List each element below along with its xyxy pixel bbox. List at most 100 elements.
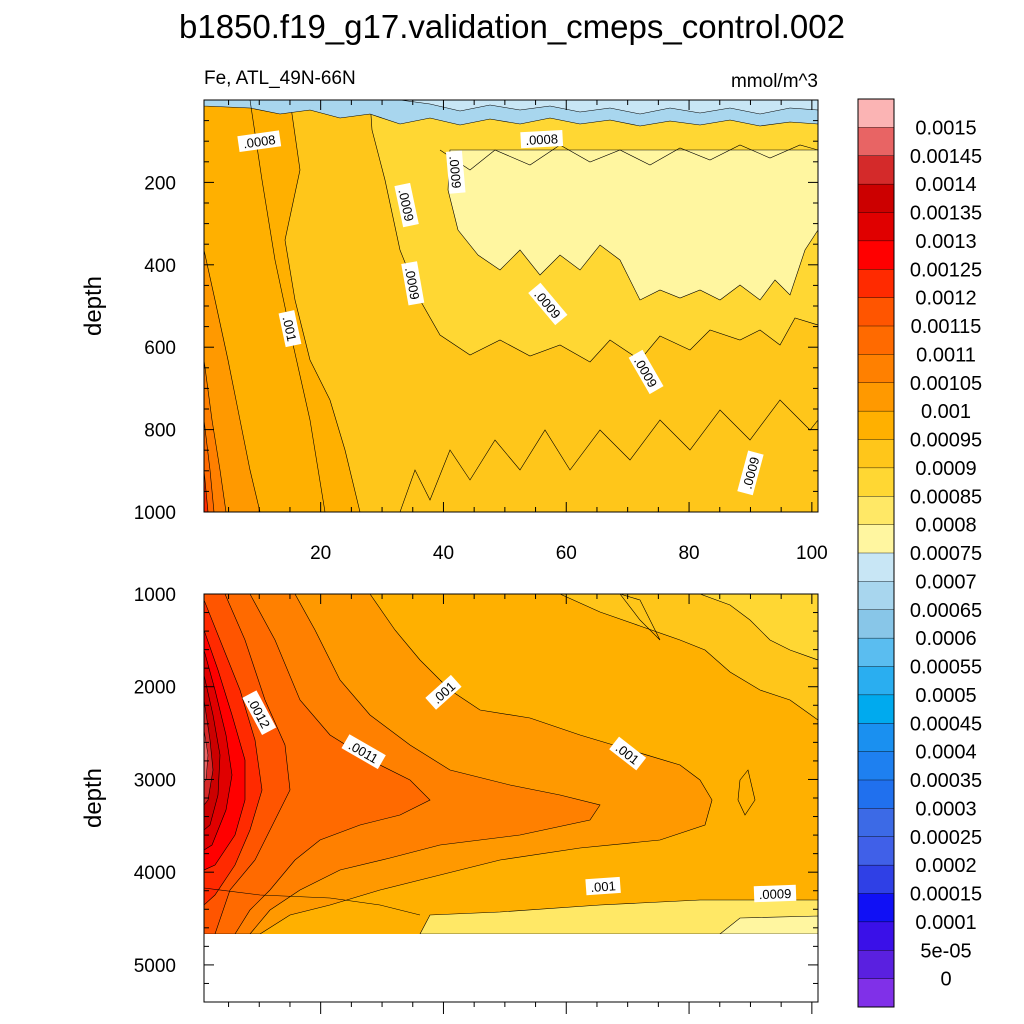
contour-label: .001 bbox=[585, 876, 621, 896]
colorbar-label: 0.00095 bbox=[910, 430, 982, 452]
upper-band-0.00095 bbox=[204, 100, 361, 512]
contour-label-box bbox=[394, 182, 419, 228]
colorbar-label: 0.00115 bbox=[911, 316, 982, 338]
contour-label-text: .0009 bbox=[402, 266, 422, 301]
contour-label-box bbox=[753, 884, 797, 903]
colorbar-label: 0.0007 bbox=[915, 571, 976, 593]
colorbar-label: 0.0004 bbox=[915, 742, 976, 764]
colorbar-label: 0.00125 bbox=[910, 259, 982, 281]
colorbar-swatch bbox=[857, 240, 895, 270]
colorbar-label: 0.0014 bbox=[915, 174, 976, 196]
upper-contour-line bbox=[249, 100, 326, 512]
colorbar-label: 0.00105 bbox=[910, 373, 982, 395]
variable-label: Fe, ATL_49N-66N bbox=[204, 68, 356, 89]
contour-label-text: .0009 bbox=[759, 886, 792, 902]
units-label: mmol/m^3 bbox=[731, 71, 818, 92]
colorbar-swatch bbox=[857, 467, 895, 497]
contour-label-box bbox=[445, 150, 466, 194]
y-tick-label: 200 bbox=[144, 173, 176, 194]
colorbar-label: 0.0012 bbox=[915, 288, 976, 310]
contour-label: .0009 bbox=[394, 182, 419, 228]
colorbar-label: 0.00075 bbox=[910, 543, 982, 565]
colorbar-swatch bbox=[857, 552, 895, 582]
upper-contour-line bbox=[439, 144, 818, 171]
colorbar-label: 0.00035 bbox=[910, 770, 982, 792]
colorbar-label: 0 bbox=[940, 969, 951, 991]
colorbar-swatch bbox=[857, 893, 895, 923]
colorbar-swatch bbox=[857, 808, 895, 838]
colorbar-swatch bbox=[857, 978, 895, 1008]
upper-band-0.0011 bbox=[204, 419, 215, 512]
colorbar-swatch bbox=[857, 325, 895, 355]
y-tick-label: 3000 bbox=[134, 770, 176, 791]
contour-label-box bbox=[528, 282, 568, 326]
lower-band-0.00085 bbox=[419, 899, 818, 934]
contour-label: .0009 bbox=[753, 884, 797, 903]
contour-label-box bbox=[242, 690, 277, 735]
contour-label-text: .001 bbox=[280, 315, 300, 343]
contour-label: .0008 bbox=[237, 130, 282, 153]
y-tick-label: 4000 bbox=[134, 863, 176, 884]
colorbar-swatch bbox=[857, 950, 895, 980]
colorbar-swatch bbox=[857, 864, 895, 894]
colorbar-swatch bbox=[857, 524, 895, 554]
lower-ticks: 1000 2000 3000 4000 5000 bbox=[134, 585, 818, 1014]
contour-label-text: .0008 bbox=[242, 132, 276, 151]
colorbar-label: 0.00145 bbox=[910, 146, 982, 168]
upper-ylabel: depth bbox=[80, 276, 107, 336]
lower-band-0.0009 bbox=[699, 594, 818, 661]
contour-label-text: .001 bbox=[590, 878, 616, 895]
contour-label-box bbox=[341, 734, 386, 770]
colorbar-label: 0.0008 bbox=[915, 515, 976, 537]
upper-band-0.001 bbox=[204, 249, 261, 512]
lower-missing-region bbox=[205, 934, 817, 1002]
colorbar-swatch bbox=[857, 98, 895, 128]
colorbar-label: 0.00135 bbox=[910, 203, 982, 225]
contour-label-box bbox=[425, 674, 462, 710]
contour-label-box bbox=[278, 310, 302, 348]
y-tick-label: 800 bbox=[144, 421, 176, 442]
x-tick-label: 40 bbox=[433, 543, 454, 564]
colorbar-swatch bbox=[857, 666, 895, 696]
upper-contour-line bbox=[399, 399, 818, 512]
lower-band-0.00095 bbox=[559, 594, 818, 721]
colorbar-swatch bbox=[857, 921, 895, 951]
colorbar-swatch bbox=[857, 410, 895, 440]
x-tick-label: 80 bbox=[678, 543, 699, 564]
contour-label-text: .0008 bbox=[525, 131, 558, 148]
colorbar-swatch bbox=[857, 155, 895, 185]
colorbar-swatch bbox=[857, 694, 895, 724]
colorbar-label: 0.0015 bbox=[915, 117, 976, 139]
colorbar-swatch bbox=[857, 212, 895, 242]
upper-panel: 20 40 60 80 100 200 400 600 800 1000 .0008 .0008 .0… bbox=[80, 99, 828, 564]
contour-label-box bbox=[237, 130, 282, 153]
colorbar-label: 0.001 bbox=[921, 401, 971, 423]
colorbar-label: 0.00065 bbox=[910, 600, 982, 622]
upper-band-0.00075 bbox=[447, 149, 818, 301]
x-tick-label: 60 bbox=[556, 543, 577, 564]
lower-band-0.00145 bbox=[204, 729, 209, 783]
colorbar-swatch bbox=[857, 496, 895, 526]
lower-contour-line bbox=[204, 887, 421, 916]
colorbar-swatch bbox=[857, 581, 895, 611]
contour-label-box bbox=[401, 261, 425, 306]
colorbar-label: 0.0009 bbox=[915, 458, 976, 480]
contour-label: .0008 bbox=[520, 130, 564, 149]
contour-label-box bbox=[609, 736, 647, 771]
colorbar-swatch bbox=[857, 382, 895, 412]
upper-ticks: 20 40 60 80 100 200 400 600 800 1000 bbox=[134, 100, 828, 564]
colorbar-frame bbox=[857, 98, 895, 1008]
colorbar-label: 0.0001 bbox=[915, 912, 976, 934]
colorbar-label: 0.00025 bbox=[910, 827, 982, 849]
colorbar-label: 0.0002 bbox=[915, 855, 976, 877]
y-tick-label: 1000 bbox=[134, 503, 176, 524]
contour-label-text: .0009 bbox=[446, 155, 464, 189]
y-tick-label: 2000 bbox=[134, 678, 176, 699]
colorbar-swatch bbox=[857, 637, 895, 667]
contour-label-box bbox=[520, 130, 564, 149]
y-tick-label: 1000 bbox=[134, 585, 176, 606]
colorbar-label: 5e-05 bbox=[920, 940, 971, 962]
colorbar-label: 0.0013 bbox=[915, 231, 976, 253]
colorbar-swatch bbox=[857, 183, 895, 213]
